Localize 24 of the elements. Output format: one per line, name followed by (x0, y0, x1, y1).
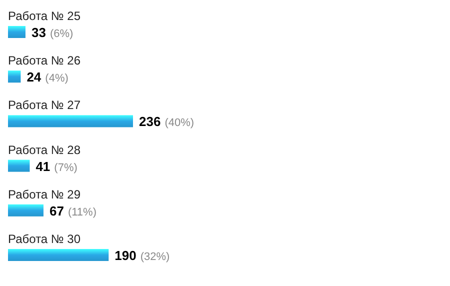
data-label: 67 (49, 203, 64, 218)
y-tick-label: Работа № 29 (8, 187, 81, 202)
annotation: (11%) (68, 206, 96, 218)
bar (8, 249, 109, 261)
bar (8, 115, 133, 128)
data-label: 41 (36, 158, 50, 174)
data-label: 24 (26, 70, 42, 85)
y-tick-label: Работа № 26 (8, 54, 81, 68)
annotation: (4%) (45, 72, 68, 85)
bar (8, 70, 21, 83)
data-label: 190 (114, 248, 136, 263)
annotation: (32%) (140, 251, 170, 263)
annotation: (40%) (164, 117, 194, 130)
bar (8, 204, 44, 216)
bar (8, 160, 30, 172)
bar (8, 26, 26, 38)
y-tick-label: Работа № 30 (8, 232, 81, 246)
data-label: 33 (31, 25, 46, 40)
data-label: 236 (139, 114, 161, 130)
annotation: (6%) (50, 28, 74, 40)
y-tick-label: Работа № 28 (8, 142, 81, 157)
y-tick-label: Работа № 27 (8, 98, 81, 112)
y-tick-label: Работа № 25 (8, 9, 81, 23)
annotation: (7%) (54, 162, 78, 174)
